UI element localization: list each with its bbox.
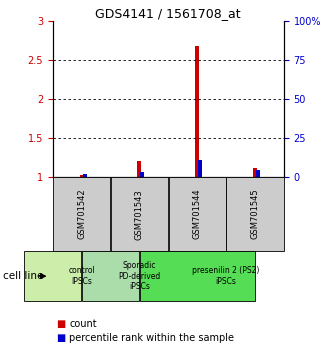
Text: cell line: cell line — [3, 271, 44, 281]
Text: percentile rank within the sample: percentile rank within the sample — [69, 333, 234, 343]
Bar — [195, 46, 199, 177]
Bar — [140, 172, 144, 177]
Bar — [256, 170, 260, 177]
Text: presenilin 2 (PS2)
iPSCs: presenilin 2 (PS2) iPSCs — [192, 267, 260, 286]
Text: GSM701542: GSM701542 — [77, 189, 86, 240]
Bar — [198, 160, 202, 177]
Bar — [253, 168, 257, 177]
Text: Sporadic
PD-derived
iPSCs: Sporadic PD-derived iPSCs — [118, 261, 161, 291]
Bar — [24, 251, 82, 301]
Title: GDS4141 / 1561708_at: GDS4141 / 1561708_at — [95, 7, 241, 20]
Text: ■: ■ — [56, 333, 65, 343]
Bar — [140, 251, 255, 301]
Bar — [226, 177, 283, 251]
Bar — [80, 176, 84, 177]
Bar — [82, 251, 139, 301]
Text: GSM701543: GSM701543 — [135, 189, 144, 240]
Bar — [111, 177, 168, 251]
Text: ■: ■ — [56, 319, 65, 329]
Bar — [137, 161, 142, 177]
Bar — [82, 174, 86, 177]
Text: count: count — [69, 319, 97, 329]
Text: GSM701544: GSM701544 — [193, 189, 202, 240]
Text: control
IPSCs: control IPSCs — [68, 267, 95, 286]
Bar — [169, 177, 226, 251]
Bar — [53, 177, 110, 251]
Text: GSM701545: GSM701545 — [250, 189, 259, 240]
